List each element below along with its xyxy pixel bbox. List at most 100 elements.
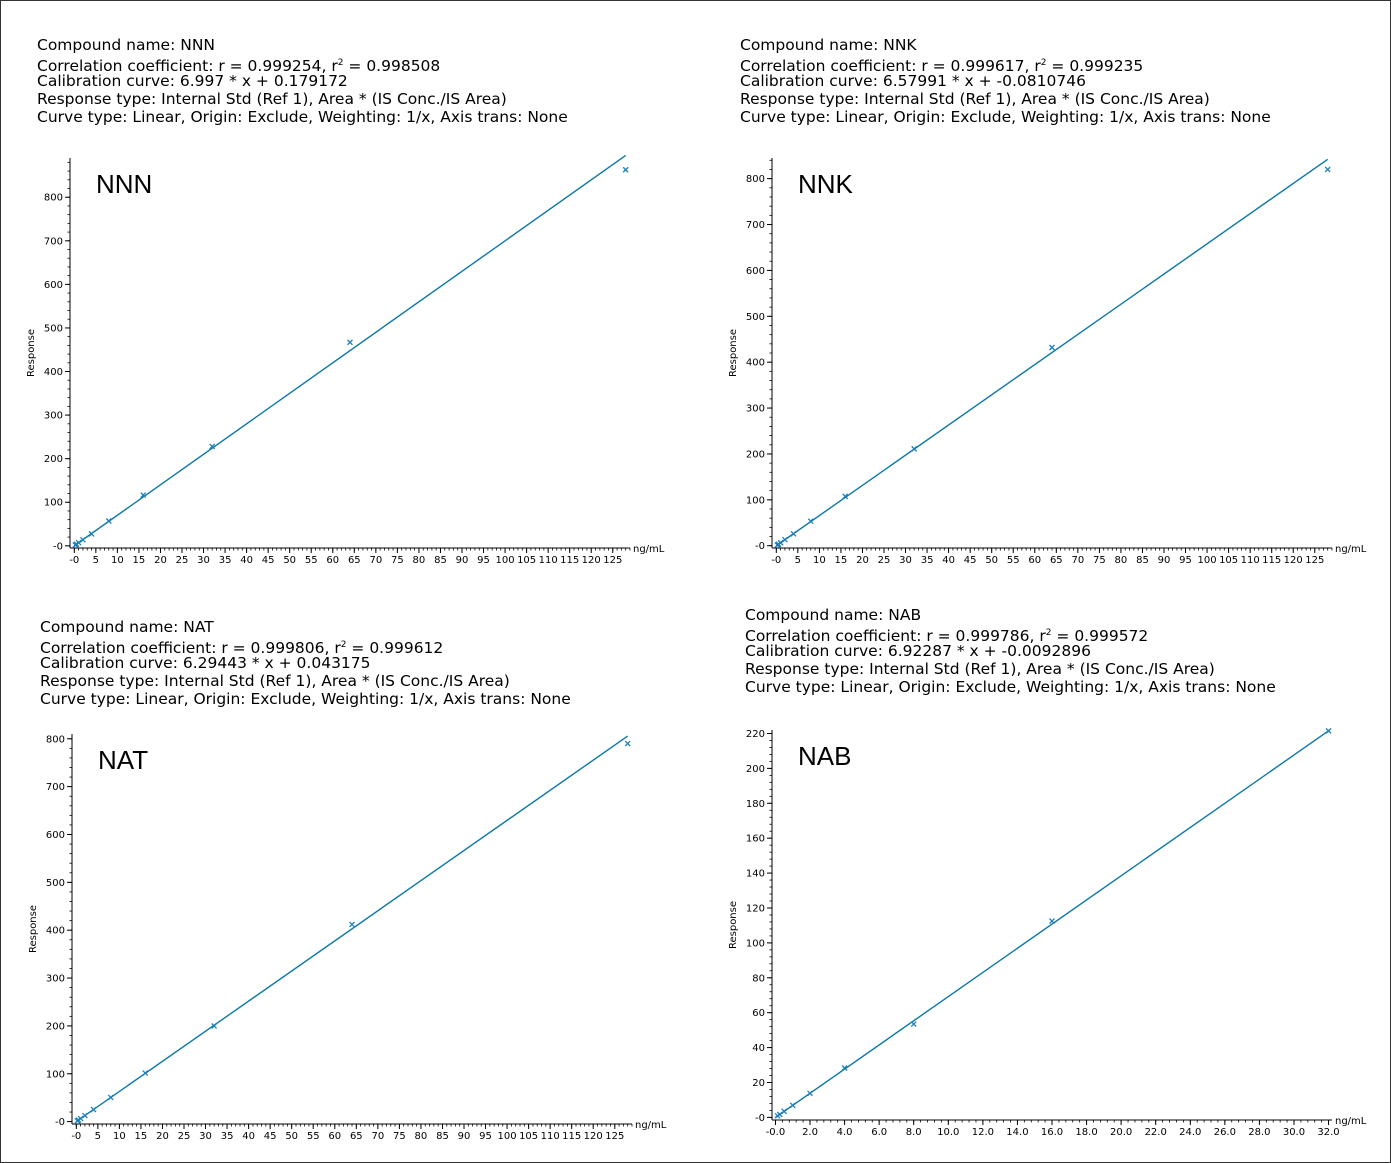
- x-tick-label: 65: [350, 1131, 363, 1142]
- x-tick-label: 125: [1305, 555, 1324, 566]
- y-tick-label: 80: [752, 973, 765, 984]
- y-tick-label: 300: [46, 974, 65, 985]
- x-tick-label: 40: [242, 1131, 255, 1142]
- x-tick-label: -0.0: [766, 1127, 786, 1138]
- y-tick-label: -0: [53, 541, 63, 552]
- data-point: [77, 1115, 84, 1122]
- x-tick-label: 40: [240, 555, 253, 566]
- x-tick-label: 115: [562, 1131, 581, 1142]
- x-tick-label: 55: [1007, 555, 1020, 566]
- correlation-coefficient: Correlation coefficient: r = 0.999786, r…: [745, 627, 1149, 646]
- data-point: [90, 1106, 97, 1113]
- curve-type: Curve type: Linear, Origin: Exclude, Wei…: [745, 678, 1276, 696]
- x-tick-label: 60: [328, 1131, 341, 1142]
- compound-label: NAB: [798, 741, 851, 771]
- x-tick-label: 45: [964, 555, 977, 566]
- x-tick-label: 45: [262, 555, 275, 566]
- data-point: [789, 1102, 796, 1109]
- y-tick-label: 300: [746, 404, 765, 415]
- y-tick-label: 100: [746, 495, 765, 506]
- x-tick-label: 5: [795, 555, 801, 566]
- x-tick-label: 60: [1028, 555, 1041, 566]
- x-tick-label: 45: [264, 1131, 277, 1142]
- x-tick-label: -0: [69, 555, 79, 566]
- x-tick-label: 24.0: [1179, 1127, 1201, 1138]
- y-tick-label: 800: [44, 193, 63, 204]
- y-tick-label: 200: [46, 1021, 65, 1032]
- x-tick-label: 95: [1179, 555, 1192, 566]
- y-tick-label: 400: [746, 358, 765, 369]
- x-tick-label: 30: [899, 555, 912, 566]
- y-tick-label: 500: [46, 878, 65, 889]
- x-tick-label: 80: [415, 1131, 428, 1142]
- y-tick-label: 800: [46, 734, 65, 745]
- x-tick-label: 20: [856, 555, 869, 566]
- x-axis-label: ng/mL: [633, 544, 665, 555]
- data-point: [781, 1108, 788, 1115]
- data-point: [624, 740, 631, 747]
- x-tick-label: 32.0: [1317, 1127, 1339, 1138]
- data-point: [81, 1112, 88, 1119]
- data-point: [140, 492, 147, 499]
- correlation-coefficient: Correlation coefficient: r = 0.999617, r…: [740, 57, 1144, 76]
- y-tick-label: 40: [752, 1043, 765, 1054]
- x-tick-label: 18.0: [1075, 1127, 1097, 1138]
- x-tick-label: 75: [391, 555, 404, 566]
- x-tick-label: 55: [307, 1131, 320, 1142]
- x-tick-label: 16.0: [1041, 1127, 1063, 1138]
- x-tick-label: 105: [1219, 555, 1238, 566]
- calibration-curve: Calibration curve: 6.29443 * x + 0.04317…: [40, 654, 371, 672]
- x-tick-label: 80: [1115, 555, 1128, 566]
- x-tick-label: 30: [197, 555, 210, 566]
- y-axis-label: Response: [26, 329, 37, 377]
- y-tick-label: 100: [746, 938, 765, 949]
- data-point: [349, 921, 355, 928]
- panel-nat-info: Compound name: NAT Correlation coefficie…: [40, 618, 571, 708]
- x-tick-label: 95: [477, 555, 490, 566]
- y-tick-label: 300: [44, 411, 63, 422]
- x-tick-label: 15: [135, 1131, 148, 1142]
- x-tick-label: 20.0: [1110, 1127, 1132, 1138]
- calibration-line: [775, 158, 1329, 547]
- compound-label: NNN: [96, 169, 152, 199]
- x-tick-label: 60: [326, 555, 339, 566]
- data-point: [1325, 727, 1332, 734]
- x-tick-label: 65: [1050, 555, 1063, 566]
- y-axis-label: Response: [728, 329, 739, 377]
- y-tick-label: 160: [746, 834, 765, 845]
- x-axis-label: ng/mL: [1335, 544, 1367, 555]
- x-tick-label: 10: [111, 555, 124, 566]
- y-tick-label: 200: [746, 764, 765, 775]
- y-tick-label: 100: [44, 498, 63, 509]
- data-point: [790, 530, 797, 537]
- response-type: Response type: Internal Std (Ref 1), Are…: [740, 90, 1210, 108]
- y-tick-label: 800: [746, 174, 765, 185]
- data-point: [841, 1065, 848, 1071]
- panel-nnn-info: Compound name: NNN Correlation coefficie…: [37, 36, 568, 126]
- x-tick-label: 95: [479, 1131, 492, 1142]
- data-point: [807, 518, 814, 525]
- x-tick-label: 8.0: [906, 1127, 922, 1138]
- x-tick-label: 30.0: [1283, 1127, 1305, 1138]
- x-tick-label: 120: [584, 1131, 603, 1142]
- x-tick-label: 35: [219, 555, 232, 566]
- data-point: [1049, 344, 1055, 351]
- x-tick-label: 30: [199, 1131, 212, 1142]
- y-tick-label: 400: [44, 367, 63, 378]
- data-point: [1324, 166, 1331, 173]
- x-tick-label: 15: [835, 555, 848, 566]
- calibration-line: [73, 154, 627, 547]
- y-tick-label: 600: [44, 280, 63, 291]
- x-tick-label: 110: [1241, 555, 1260, 566]
- x-tick-label: 80: [413, 555, 426, 566]
- x-tick-label: 20: [156, 1131, 169, 1142]
- x-tick-label: 85: [1136, 555, 1149, 566]
- x-tick-label: 85: [434, 555, 447, 566]
- x-tick-label: 105: [519, 1131, 538, 1142]
- data-point: [911, 445, 918, 452]
- x-tick-label: 50: [283, 555, 296, 566]
- x-tick-label: 40: [942, 555, 955, 566]
- compound-name: Compound name: NNK: [740, 36, 917, 54]
- y-tick-label: 220: [746, 729, 765, 740]
- x-tick-label: 12.0: [972, 1127, 994, 1138]
